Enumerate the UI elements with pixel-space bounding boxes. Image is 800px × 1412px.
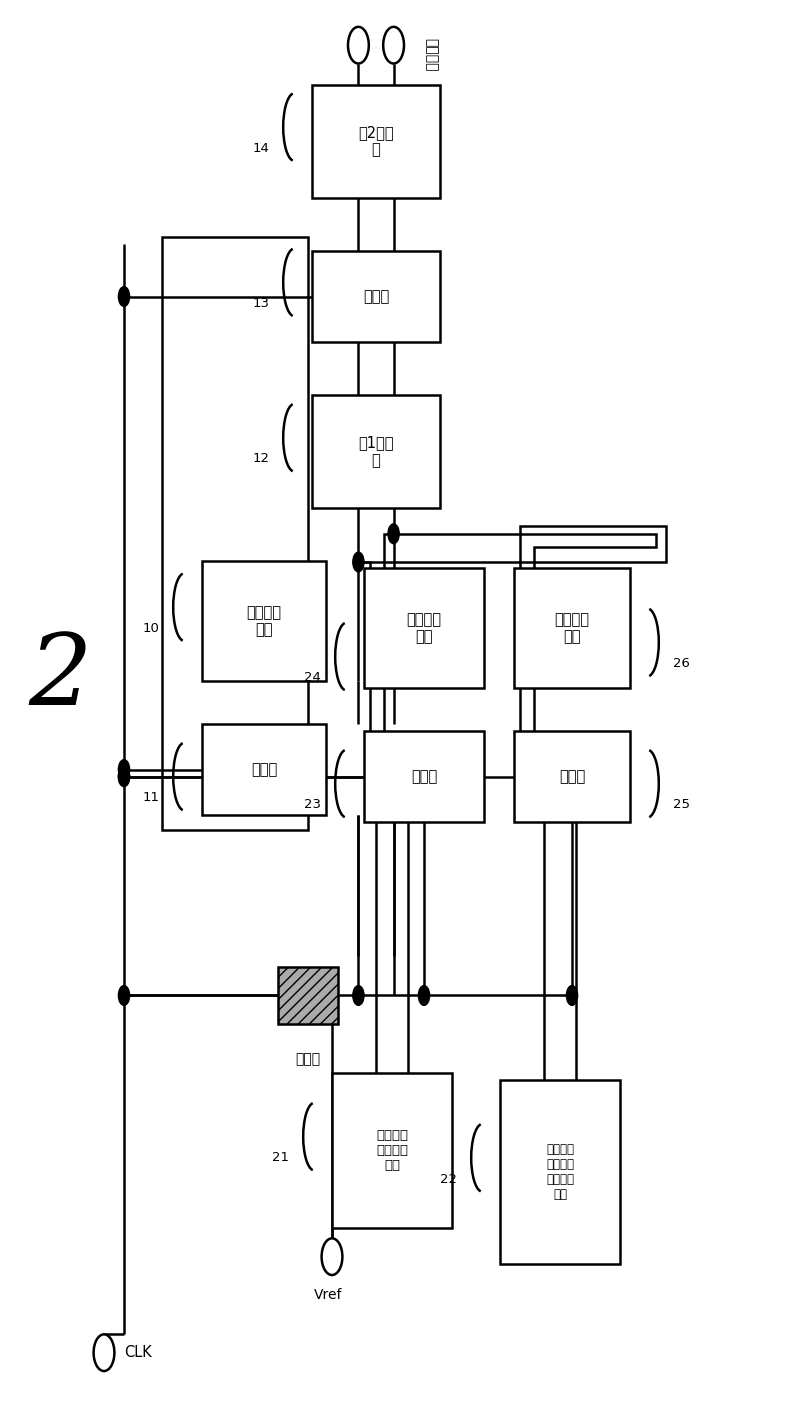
Text: 输出信号: 输出信号 xyxy=(424,38,438,72)
FancyBboxPatch shape xyxy=(514,731,630,822)
FancyBboxPatch shape xyxy=(364,568,484,688)
Text: Vref: Vref xyxy=(314,1288,342,1302)
Circle shape xyxy=(322,1238,342,1275)
Text: 23: 23 xyxy=(304,798,322,812)
Text: 乘法器: 乘法器 xyxy=(411,770,437,784)
Circle shape xyxy=(388,524,399,544)
Text: CLK: CLK xyxy=(124,1346,152,1360)
Text: 乘法器: 乘法器 xyxy=(559,770,585,784)
Text: 前级放大
电路: 前级放大 电路 xyxy=(554,613,590,644)
Text: 传感器: 传感器 xyxy=(295,1052,321,1066)
Text: 14: 14 xyxy=(252,141,270,155)
Text: 11: 11 xyxy=(142,791,159,805)
FancyBboxPatch shape xyxy=(202,723,326,816)
FancyBboxPatch shape xyxy=(278,967,338,1024)
Text: 前级放大
电路: 前级放大 电路 xyxy=(246,606,282,637)
FancyBboxPatch shape xyxy=(332,1073,452,1228)
Circle shape xyxy=(118,767,130,786)
Text: 第1滤波
器: 第1滤波 器 xyxy=(358,436,394,467)
Text: 24: 24 xyxy=(304,671,322,685)
Circle shape xyxy=(353,986,364,1005)
Text: 21: 21 xyxy=(272,1151,290,1165)
Circle shape xyxy=(118,287,130,306)
Text: 12: 12 xyxy=(252,452,270,466)
Text: 前级放大
电路: 前级放大 电路 xyxy=(406,613,442,644)
Text: 偏移温度
特性调整
电压发生
电路: 偏移温度 特性调整 电压发生 电路 xyxy=(546,1142,574,1202)
FancyBboxPatch shape xyxy=(514,568,630,688)
Text: 13: 13 xyxy=(252,297,270,311)
FancyBboxPatch shape xyxy=(202,561,326,681)
FancyBboxPatch shape xyxy=(312,250,440,342)
FancyBboxPatch shape xyxy=(364,731,484,822)
Circle shape xyxy=(383,27,404,64)
Circle shape xyxy=(566,986,578,1005)
Text: 乘法器: 乘法器 xyxy=(251,762,277,777)
Text: 10: 10 xyxy=(142,621,159,635)
Text: 乘法器: 乘法器 xyxy=(363,289,389,304)
Circle shape xyxy=(118,760,130,779)
Circle shape xyxy=(94,1334,114,1371)
Text: 第2滤波
器: 第2滤波 器 xyxy=(358,126,394,157)
Text: 2: 2 xyxy=(28,630,92,726)
FancyBboxPatch shape xyxy=(312,85,440,198)
Text: 26: 26 xyxy=(673,657,690,671)
Circle shape xyxy=(418,986,430,1005)
FancyBboxPatch shape xyxy=(312,395,440,508)
Circle shape xyxy=(353,552,364,572)
Circle shape xyxy=(118,986,130,1005)
Text: 25: 25 xyxy=(673,798,690,812)
Text: 偏移调整
电压发生
电路: 偏移调整 电压发生 电路 xyxy=(376,1130,408,1172)
Text: 22: 22 xyxy=(440,1172,458,1186)
FancyBboxPatch shape xyxy=(500,1080,620,1264)
Circle shape xyxy=(348,27,369,64)
Circle shape xyxy=(118,767,130,786)
